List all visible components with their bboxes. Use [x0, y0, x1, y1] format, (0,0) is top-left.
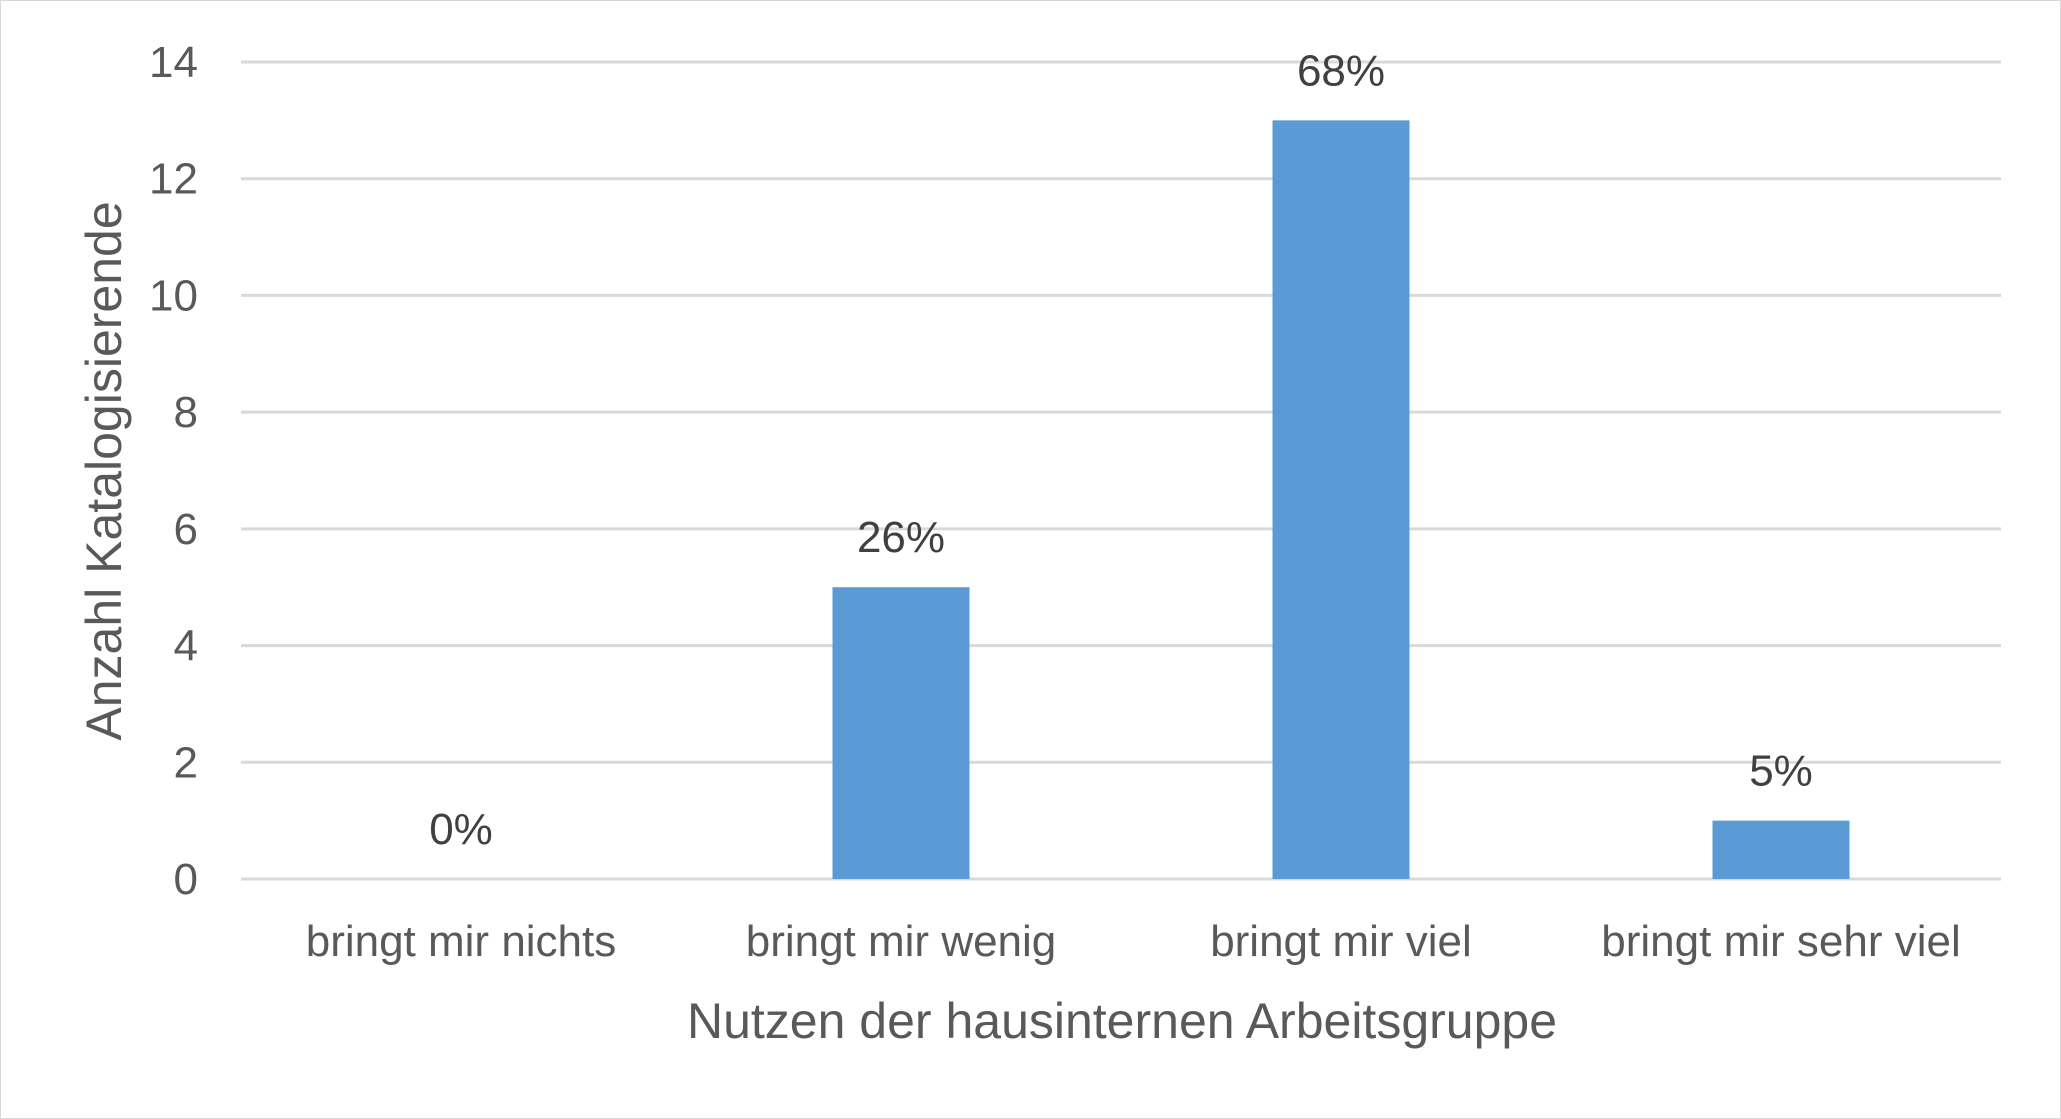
y-tick-label: 4	[174, 622, 198, 671]
y-tick-label: 12	[149, 155, 198, 204]
y-tick-label: 0	[174, 855, 198, 904]
bar	[832, 587, 970, 879]
data-label: 0%	[429, 805, 493, 854]
y-tick-label: 2	[174, 738, 198, 787]
y-tick-label: 10	[149, 271, 198, 320]
y-axis-ticks: 0 2 4 6 8 10 12 14	[149, 38, 198, 904]
x-category-label: bringt mir wenig	[746, 917, 1057, 966]
bars	[832, 120, 1850, 880]
x-category-label: bringt mir sehr viel	[1601, 917, 1960, 966]
data-labels: 0% 26% 68% 5%	[429, 46, 1813, 854]
x-axis-categories: bringt mir nichts bringt mir wenig bringt …	[306, 917, 1961, 966]
data-label: 5%	[1749, 747, 1813, 796]
bar	[1712, 820, 1850, 879]
data-label: 26%	[857, 513, 945, 562]
x-axis-title: Nutzen der hausinternen Arbeitsgruppe	[687, 993, 1557, 1049]
y-tick-label: 6	[174, 505, 198, 554]
data-label: 68%	[1297, 46, 1385, 95]
bar	[1272, 120, 1410, 880]
y-tick-label: 14	[149, 38, 198, 87]
y-tick-label: 8	[174, 388, 198, 437]
x-category-label: bringt mir nichts	[306, 917, 617, 966]
gridlines	[241, 60, 2001, 881]
x-category-label: bringt mir viel	[1210, 917, 1472, 966]
y-axis-title: Anzahl Katalogisierende	[76, 201, 132, 740]
